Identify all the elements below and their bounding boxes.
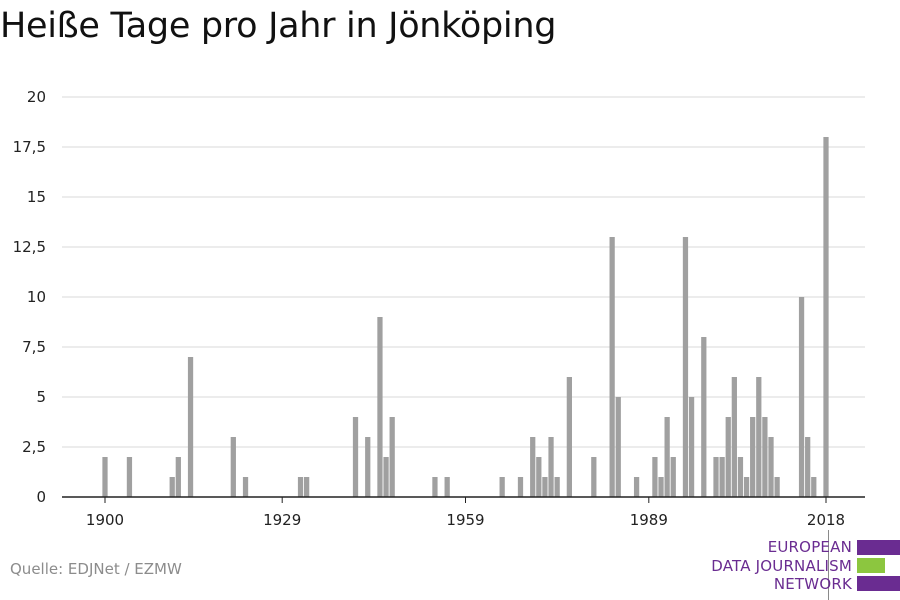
bar [444, 477, 450, 497]
bar [377, 317, 383, 497]
y-tick-label: 15 [27, 188, 46, 206]
bar [609, 237, 615, 497]
x-tick-label: 1959 [446, 511, 484, 529]
x-tick-labels: 1900 1929 1959 1989 2018 [86, 511, 845, 529]
bar [743, 477, 750, 497]
x-tick-label: 1929 [263, 511, 301, 529]
edjnet-logo: EUROPEAN DATA JOURNALISM NETWORK [700, 530, 900, 600]
y-tick-label: 7,5 [22, 338, 46, 356]
bar [499, 477, 505, 497]
bar [591, 457, 597, 497]
logo-bar-purple-top [857, 540, 900, 555]
source-note: Quelle: EDJNet / EZMW [10, 560, 182, 578]
bar [554, 477, 560, 497]
bar [126, 457, 133, 497]
bar [731, 377, 737, 497]
bar [768, 437, 774, 497]
bar [615, 397, 621, 497]
bar [670, 457, 676, 497]
y-tick-label: 0 [36, 488, 46, 506]
bar [719, 457, 725, 497]
bar [633, 477, 640, 497]
bar [530, 437, 536, 497]
bar [688, 397, 695, 497]
bar [701, 337, 707, 497]
bar [798, 297, 805, 497]
bar [811, 477, 817, 497]
bar [352, 417, 359, 497]
x-tick-label: 1989 [630, 511, 668, 529]
bar [658, 477, 664, 497]
bar [175, 457, 181, 497]
bar [762, 417, 768, 497]
y-tick-label: 20 [27, 88, 46, 106]
bar-chart: 0 2,5 5 7,5 10 12,5 15 17,5 20 1900 1929 1959 1989 2… [13, 88, 865, 529]
bar [566, 377, 573, 497]
bar [664, 417, 670, 497]
bar [737, 457, 744, 497]
bar [536, 457, 542, 497]
bar [682, 237, 689, 497]
bar [230, 437, 236, 497]
grid-lines [62, 96, 865, 448]
bar [297, 477, 304, 497]
bar [365, 437, 371, 497]
logo-divider [828, 530, 829, 600]
bar [756, 377, 762, 497]
y-tick-label: 12,5 [13, 238, 46, 256]
y-tick-label: 10 [27, 288, 46, 306]
bar [725, 417, 731, 497]
chart-title: Heiße Tage pro Jahr in Jönköping [0, 6, 557, 46]
logo-text-network: NETWORK [773, 575, 852, 593]
logo-bar-green [857, 558, 885, 573]
bar [169, 477, 175, 497]
x-tick-label: 2018 [807, 511, 845, 529]
logo-text-data-journalism: DATA JOURNALISM [711, 557, 852, 575]
bar [383, 457, 389, 497]
y-tick-label: 17,5 [13, 138, 46, 156]
bar [102, 457, 108, 497]
bar [805, 437, 811, 497]
bar [652, 457, 658, 497]
bar [542, 477, 548, 497]
bar [389, 417, 395, 497]
x-axis [62, 496, 865, 503]
bar [548, 437, 554, 497]
bar [774, 477, 780, 497]
bar [304, 477, 310, 497]
bar [750, 417, 756, 497]
bar [187, 357, 194, 497]
logo-bar-purple-bottom [857, 576, 900, 591]
bar [432, 477, 438, 497]
x-tick-label: 1900 [86, 511, 124, 529]
bar [242, 477, 249, 497]
y-tick-label: 5 [36, 388, 46, 406]
y-tick-label: 2,5 [22, 438, 46, 456]
bar [713, 457, 719, 497]
y-tick-labels: 0 2,5 5 7,5 10 12,5 15 17,5 20 [13, 88, 46, 506]
bar-series [102, 137, 829, 497]
logo-text-european: EUROPEAN [767, 538, 852, 556]
bar [823, 137, 829, 497]
bar [517, 477, 524, 497]
